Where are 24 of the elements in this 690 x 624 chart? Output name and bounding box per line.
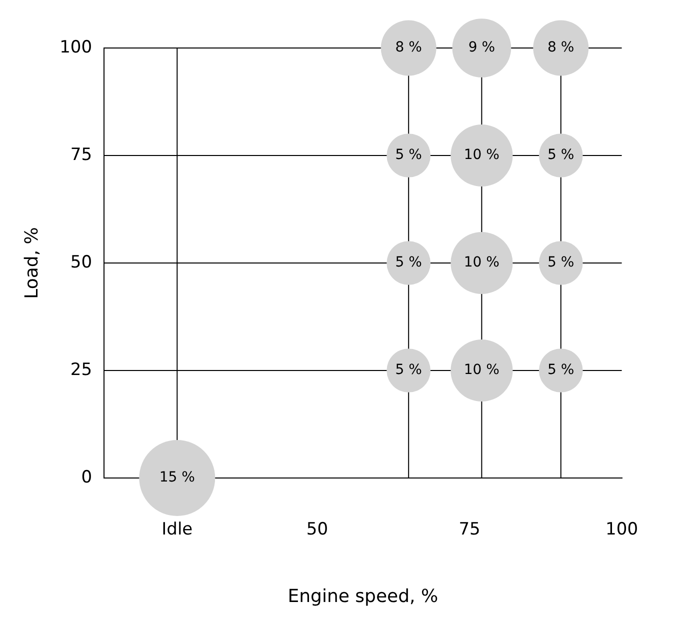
x-tick-label: Idle [162, 520, 193, 540]
y-tick-label: 25 [70, 360, 92, 380]
annotation: 9 % [468, 40, 496, 56]
annotation: 5 % [395, 254, 422, 271]
x-axis-title: Engine speed, % [288, 586, 438, 607]
annotation: 5 % [548, 147, 574, 164]
y-tick-label: 100 [60, 37, 92, 58]
annotation: 5 % [548, 362, 574, 378]
annotation: 5 % [548, 254, 574, 271]
y-axis-title: Load, % [21, 227, 42, 299]
y-tick-label: 75 [70, 144, 92, 165]
annotation: 10 % [464, 254, 500, 271]
annotation: 10 % [464, 147, 500, 164]
y-tick-label: 0 [81, 467, 92, 488]
annotation: 8 % [548, 40, 574, 56]
annotation: 5 % [395, 147, 422, 164]
annotation: 8 % [395, 40, 422, 56]
x-tick-label: 75 [458, 520, 480, 540]
y-tick-label: 50 [70, 252, 92, 272]
annotation: 15 % [159, 470, 195, 486]
x-tick-label: 100 [606, 520, 638, 540]
annotation: 10 % [464, 362, 500, 378]
annotation: 5 % [395, 362, 422, 378]
x-tick-label: 50 [306, 520, 328, 540]
